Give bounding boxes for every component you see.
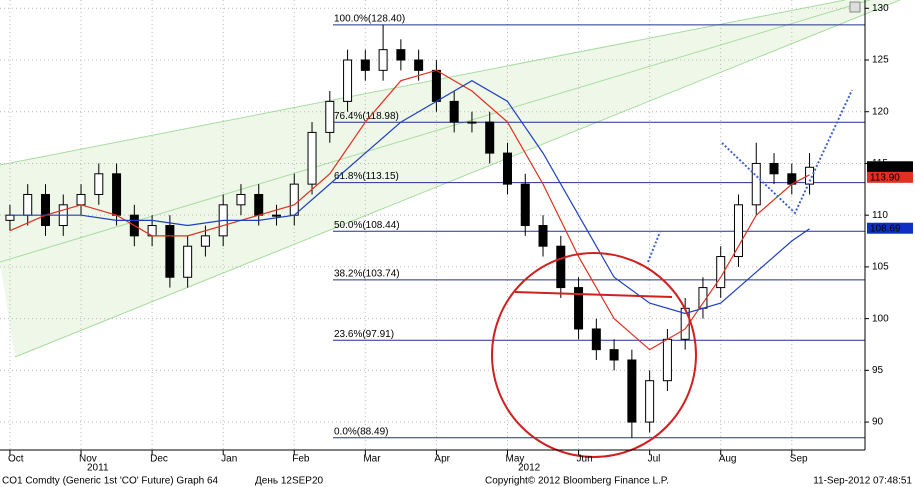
candle-body [396,49,406,61]
highlight-circle [491,252,697,458]
y-tick-label: 125 [872,55,889,66]
fib-label: 38.2%(103.74) [334,269,400,280]
candle-body [449,100,459,123]
candle-body [23,193,33,216]
menu-icon[interactable] [849,1,861,13]
candle-body [414,59,424,71]
candle-body [751,162,761,206]
fib-label: 76.4%(118.98) [334,111,399,122]
neckline [514,291,673,298]
marks-layer [5,24,815,438]
candle-body [485,121,495,154]
candle-body [431,69,441,102]
candle-body [556,245,566,289]
candle-body [520,183,530,227]
candle-body [716,256,726,289]
candle-body [467,121,477,124]
x-tick-label: Feb [292,454,310,465]
last-price-label: 108.69 [870,223,901,234]
candle-body [378,49,388,71]
channel-band [0,0,900,357]
x-tick-label: Aug [719,454,737,465]
y-tick-label: 120 [872,106,889,117]
y-tick-label: 110 [872,210,888,221]
year-label: 2012 [518,463,541,474]
candle-body [645,380,655,423]
candle-body [5,214,15,221]
candle-body [574,287,584,330]
candle-body [325,100,335,133]
candle-body [112,173,122,216]
moving-average [9,79,810,315]
candle-body [662,338,672,382]
moving-average [9,69,810,351]
candle-body [609,349,619,361]
candle-body [698,287,708,309]
candle-body [40,193,50,227]
fib-label: 100.0%(128.40) [334,13,405,24]
fib-label: 50.0%(108.44) [334,220,400,231]
y-tick-label: 105 [872,262,889,273]
candle-body [236,193,246,206]
x-tick-label: Jan [221,454,237,465]
last-price-tag [867,171,913,183]
last-price-label: 114.63 [870,162,900,173]
candle-body [502,152,512,185]
year-label: 2011 [87,463,109,474]
x-tick-label: May [505,454,524,465]
y-tick-label: 130 [872,3,889,14]
candle-body [733,204,743,258]
candle-body [343,59,353,102]
x-tick-label: Dec [150,454,168,465]
channel-line [0,0,846,166]
y-tick-label: 95 [872,365,884,376]
x-tick-label: Mar [363,454,381,465]
x-tick-label: Sep [790,454,808,465]
footer-text: День 12SEP20 [255,476,324,487]
last-price-tag [867,161,913,173]
footer-text: 11-Sep-2012 07:48:51 [813,476,912,487]
last-price-label: 113.90 [870,172,900,183]
projection [647,231,661,263]
candle-body [183,245,193,278]
fib-label: 23.6%(97.91) [334,329,394,340]
candle-body [360,59,370,71]
candle-body [94,173,104,195]
candle-body [627,359,637,423]
candle-body [254,193,264,216]
candle-body [165,225,175,278]
candle-body [769,162,779,175]
x-tick-label: Jun [577,454,593,465]
candle-body [76,193,86,206]
last-price-tag [867,222,913,234]
channel-line [0,0,871,263]
x-tick-label: Oct [8,454,24,465]
candle-body [805,166,815,185]
x-tick-label: Jul [648,454,661,465]
candle-body [538,225,548,247]
fib-label: 61.8%(113.15) [334,171,399,182]
fib-label: 0.0%(88.49) [334,426,388,437]
x-tick-label: Apr [434,454,450,465]
footer-text: CO1 Comdty (Generic 1st 'CO' Future) Gra… [2,476,219,487]
footer-text: Copyright© 2012 Bloomberg Finance L.P. [485,476,669,487]
y-tick-label: 90 [872,417,884,428]
y-tick-label: 100 [872,313,889,324]
candle-body [289,183,299,216]
candle-body [271,214,281,217]
projection [721,89,853,215]
candle-body [591,328,601,351]
candle-body [200,235,210,247]
candle-body [307,131,317,185]
x-tick-label: Nov [79,454,97,465]
